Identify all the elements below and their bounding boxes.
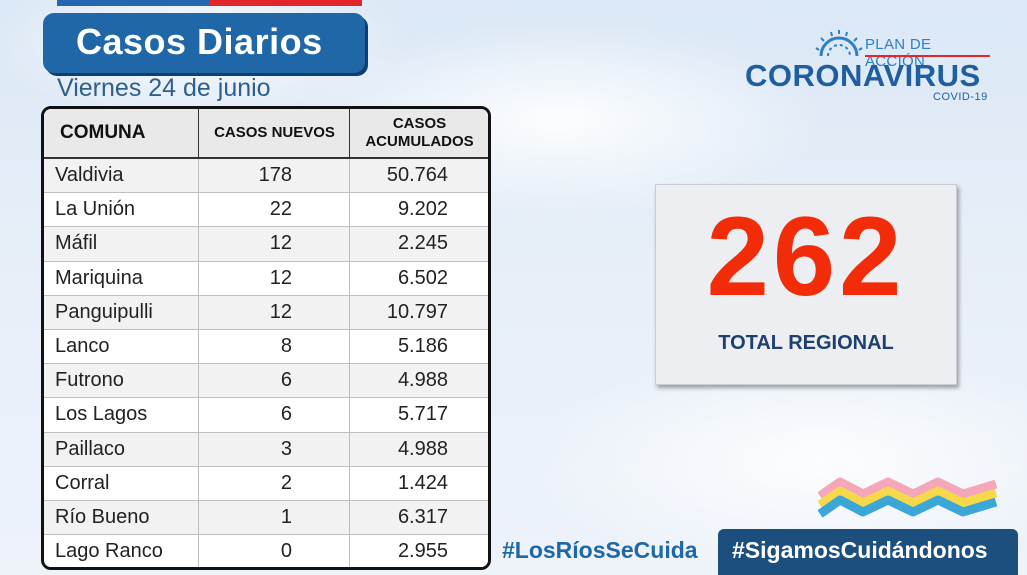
column-header-casos-nuevos: CASOS NUEVOS: [198, 109, 350, 157]
cell-comuna: Futrono: [44, 364, 198, 398]
virus-icon: [815, 30, 863, 57]
logo-plan-text: PLAN DE ACCIÓN: [865, 36, 932, 70]
column-header-casos-acumulados: CASOS ACUMULADOS: [349, 109, 488, 157]
title-banner: Casos Diarios: [46, 16, 362, 70]
cell-casos-nuevos: 6: [198, 398, 349, 432]
cell-casos-nuevos: 3: [198, 432, 349, 466]
cell-casos-nuevos: 12: [198, 295, 349, 329]
cell-comuna: Río Bueno: [44, 500, 198, 535]
cell-casos-nuevos: 6: [198, 364, 349, 398]
cases-table: COMUNA CASOS NUEVOS CASOS ACUMULADOS Val…: [41, 106, 491, 570]
cell-comuna: Mariquina: [44, 261, 198, 295]
coronavirus-logo: PLAN DE ACCIÓN CORONAVIRUS COVID-19: [745, 28, 995, 108]
cell-casos-acumulados: 50.764: [349, 159, 488, 193]
cell-casos-nuevos: 178: [198, 159, 349, 193]
table-row: Río Bueno 1 6.317: [44, 500, 488, 536]
table-row: Corral 2 1.424: [44, 466, 488, 501]
hashtag-los-rios: #LosRíosSeCuida: [502, 537, 698, 563]
logo-underline: [865, 55, 990, 57]
cell-casos-acumulados: 10.797: [349, 295, 488, 329]
report-date: Viernes 24 de junio: [57, 74, 271, 102]
cell-casos-nuevos: 1: [198, 500, 349, 535]
table-row: Mariquina 12 6.502: [44, 261, 488, 296]
page-title: Casos Diarios: [76, 21, 323, 62]
cell-comuna: Paillaco: [44, 432, 198, 466]
column-header-casos-acumulados-text: CASOS ACUMULADOS: [365, 115, 474, 150]
table-row: La Unión 22 9.202: [44, 193, 488, 228]
logo-main-text: CORONAVIRUS: [745, 58, 981, 93]
cell-casos-acumulados: 6.317: [349, 500, 488, 535]
table-row: Los Lagos 6 5.717: [44, 398, 488, 433]
hashtag-sigamos: #SigamosCuidándonos: [732, 537, 988, 563]
table-header: COMUNA CASOS NUEVOS CASOS ACUMULADOS: [44, 109, 488, 159]
rainbow-waves-icon: [818, 477, 998, 518]
table-row: Futrono 6 4.988: [44, 364, 488, 399]
cell-casos-nuevos: 0: [198, 535, 349, 567]
cell-casos-acumulados: 2.955: [349, 535, 488, 567]
cell-casos-nuevos: 8: [198, 329, 349, 364]
cell-casos-acumulados: 5.186: [349, 329, 488, 364]
cell-comuna: La Unión: [44, 193, 198, 227]
table-row: Panguipulli 12 10.797: [44, 295, 488, 330]
table-row: Paillaco 3 4.988: [44, 432, 488, 467]
table-row: Máfil 12 2.245: [44, 227, 488, 262]
cell-comuna: Lago Ranco: [44, 535, 198, 567]
cell-casos-nuevos: 12: [198, 227, 349, 261]
cell-comuna: Los Lagos: [44, 398, 198, 432]
cell-comuna: Lanco: [44, 329, 198, 364]
total-card: 262 TOTAL REGIONAL: [655, 184, 957, 385]
cell-casos-acumulados: 1.424: [349, 466, 488, 500]
column-header-comuna: COMUNA: [60, 122, 146, 143]
cell-comuna: Panguipulli: [44, 295, 198, 329]
cell-comuna: Máfil: [44, 227, 198, 261]
cell-comuna: Corral: [44, 466, 198, 500]
flag-stripe-blue: [57, 0, 210, 6]
table-body: Valdivia 178 50.764 La Unión 22 9.202 Máfil 1…: [44, 159, 488, 567]
cell-casos-nuevos: 12: [198, 261, 349, 295]
cell-casos-acumulados: 4.988: [349, 432, 488, 466]
flag-stripe: [57, 0, 362, 6]
table-row: Lago Ranco 0 2.955: [44, 535, 488, 567]
total-value: 262: [706, 194, 906, 319]
cell-comuna: Valdivia: [44, 159, 198, 193]
cell-casos-acumulados: 2.245: [349, 227, 488, 261]
hashtag-banner: #SigamosCuidándonos: [718, 529, 1018, 575]
cell-casos-acumulados: 5.717: [349, 398, 488, 432]
cell-casos-acumulados: 9.202: [349, 193, 488, 227]
flag-stripe-red: [209, 0, 362, 6]
table-row: Lanco 8 5.186: [44, 329, 488, 365]
logo-sub-text: COVID-19: [933, 91, 988, 103]
table-row: Valdivia 178 50.764: [44, 159, 488, 194]
cell-casos-acumulados: 6.502: [349, 261, 488, 295]
cell-casos-acumulados: 4.988: [349, 364, 488, 398]
cell-casos-nuevos: 2: [198, 466, 349, 500]
total-label: TOTAL REGIONAL: [718, 332, 894, 354]
cell-casos-nuevos: 22: [198, 193, 349, 227]
